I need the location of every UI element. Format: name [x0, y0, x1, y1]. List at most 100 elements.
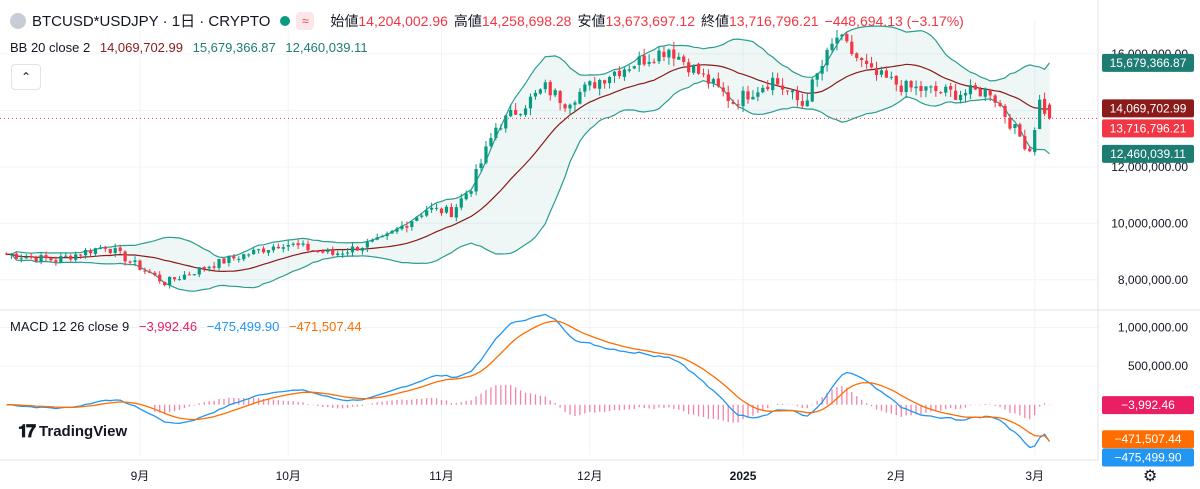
candle-body — [573, 102, 577, 105]
candle-body — [59, 256, 63, 263]
candle-body — [662, 51, 666, 57]
candle-body — [850, 41, 854, 55]
candle-body — [543, 82, 547, 90]
candle-body — [19, 258, 23, 260]
candle-body — [276, 246, 280, 249]
candle-body — [1042, 98, 1047, 114]
candle-body — [64, 255, 68, 257]
candle-body — [934, 85, 938, 92]
candle-body — [439, 208, 444, 214]
candle-body — [177, 279, 182, 281]
candle-body — [306, 243, 310, 251]
candle-body — [88, 250, 93, 254]
bb-basis-tag-bg — [1102, 99, 1194, 118]
candle-body — [657, 50, 661, 62]
candle-body — [237, 258, 241, 260]
macd-line-tag-bg — [1102, 448, 1194, 467]
candle-body — [138, 260, 142, 270]
bb-upper-tag: 15,679,366.87 — [1102, 53, 1194, 72]
candle-body — [182, 274, 187, 280]
candle-body — [514, 110, 518, 115]
candle-body — [54, 260, 58, 262]
candle-body — [192, 274, 196, 276]
candle-body — [983, 88, 987, 97]
high-value: 14,258,698.28 — [481, 12, 572, 29]
last-price-tag-bg — [1102, 119, 1194, 138]
candle-body — [207, 266, 211, 269]
candle-body — [528, 96, 533, 109]
candle-body — [958, 94, 963, 101]
candle-body — [840, 34, 844, 37]
candle-body — [627, 69, 631, 71]
candle-body — [682, 56, 686, 62]
bb-legend[interactable]: BB 20 close 2 14,069,702.99 15,679,366.8… — [10, 40, 368, 55]
candle-body — [523, 108, 528, 115]
candle-body — [593, 82, 597, 89]
candle-body — [652, 61, 656, 63]
macd-legend-name: MACD 12 26 close 9 — [10, 319, 130, 334]
candle-body — [499, 128, 503, 130]
candle-body — [736, 104, 740, 106]
candle-body — [998, 102, 1002, 107]
bb-lower-tag-text: 12,460,039.11 — [1110, 147, 1186, 161]
tradingview-logo[interactable]: 𝟏𝟕 TradingView — [10, 416, 136, 446]
candle-body — [247, 254, 251, 256]
macd-signal-value: −471,507.44 — [288, 319, 362, 334]
candle-body — [790, 90, 795, 93]
price-axis-tick-label: 10,000,000.00 — [1111, 216, 1188, 230]
candle-body — [311, 250, 315, 252]
candle-body — [187, 274, 191, 276]
candle-body — [598, 80, 602, 89]
candle-body — [988, 89, 992, 96]
waves-icon[interactable]: ≈ — [296, 11, 315, 30]
candle-body — [464, 193, 468, 200]
candle-body — [286, 244, 290, 247]
candle-body — [153, 272, 157, 276]
candle-body — [79, 254, 83, 256]
candle-body — [899, 85, 903, 92]
candle-body — [751, 96, 755, 100]
candle-body — [677, 56, 681, 60]
candle-body — [14, 253, 18, 259]
high-label: 高値 — [453, 12, 482, 29]
candle-body — [459, 198, 463, 208]
symbol-title[interactable]: BTCUSD*USDJPY · 1日 · CRYPTO — [32, 13, 271, 30]
candle-body — [4, 253, 9, 255]
candle-body — [612, 71, 617, 76]
candle-body — [1003, 105, 1007, 117]
candle-body — [701, 73, 706, 75]
candle-body — [553, 90, 557, 96]
time-axis-tick-label: 2月 — [887, 469, 906, 483]
settings-gear-icon[interactable]: ⚙ — [1143, 468, 1158, 485]
candle-body — [1047, 104, 1052, 119]
macd-legend[interactable]: MACD 12 26 close 9 −3,992.46 −475,499.90… — [10, 319, 362, 334]
candle-body — [865, 60, 869, 65]
candle-body — [489, 138, 493, 147]
bb-upper-line — [6, 25, 1050, 259]
candle-body — [172, 277, 177, 280]
bb-basis-value: 14,069,702.99 — [99, 40, 183, 55]
market-status-icon[interactable] — [280, 15, 291, 26]
candle-body — [919, 85, 923, 92]
candle-body — [494, 127, 498, 138]
candle-body — [835, 37, 839, 44]
candle-body — [39, 255, 43, 262]
candle-body — [776, 78, 780, 85]
candle-body — [509, 110, 513, 117]
candle-body — [568, 104, 572, 109]
candle-body — [148, 271, 152, 274]
candle-body — [227, 256, 231, 263]
candle-body — [795, 90, 800, 101]
candle-body — [1033, 130, 1037, 153]
time-axis-tick-label: 9月 — [131, 469, 150, 483]
candle-body — [252, 249, 256, 255]
candle-body — [74, 254, 78, 260]
candle-body — [217, 259, 221, 268]
candle-body — [212, 266, 216, 268]
candle-body — [874, 68, 879, 75]
bb-basis-tag-text: 14,069,702.99 — [1110, 101, 1187, 115]
candle-body — [860, 58, 864, 61]
change-value: −448,694.13 (−3.17%) — [824, 12, 964, 29]
collapse-legend-button[interactable]: ⌃ — [11, 64, 41, 90]
